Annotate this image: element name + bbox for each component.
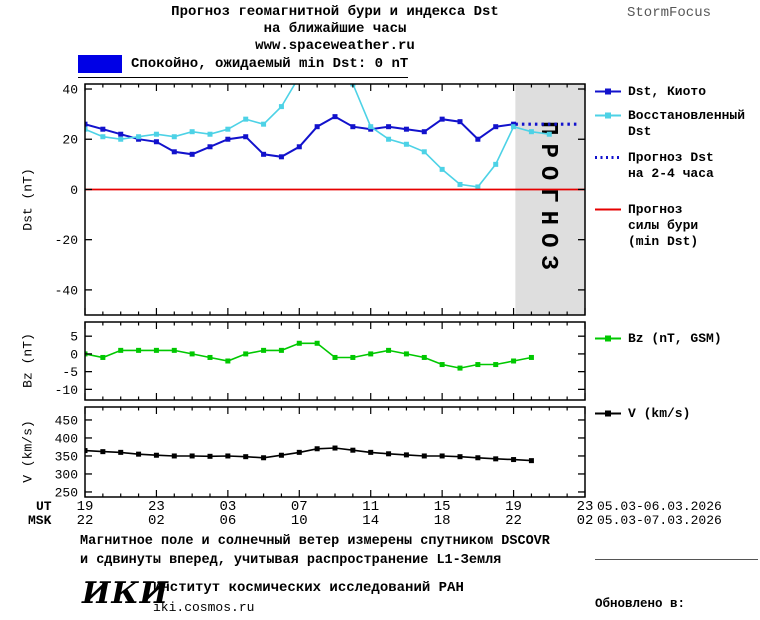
v-y-tick-label: 400 [55, 431, 78, 446]
ut-tick-label: 23 [148, 499, 165, 515]
legend-label: Bz (nT, GSM) [628, 331, 722, 346]
dst-y-tick-label: 20 [62, 133, 78, 148]
ut-tick-label: 19 [77, 499, 94, 515]
series-solar-wind-speed [85, 445, 534, 464]
forecast-region-label: ПРОГНОЗ [534, 121, 561, 278]
msk-tick-label: 02 [577, 513, 594, 529]
updated-heading: Обновлено в: [595, 597, 686, 611]
v-y-tick-label: 300 [55, 467, 78, 482]
dst-kyoto-swatch-icon [594, 85, 622, 103]
v-y-tick-label: 250 [55, 485, 78, 500]
title-block: Прогноз геомагнитной бури и индекса Dst … [85, 4, 585, 55]
series-dst-reconstructed [85, 84, 552, 190]
bz-y-tick-label: 5 [70, 330, 78, 345]
bz-y-tick-label: -10 [55, 383, 78, 398]
dst-y-tick-label: -20 [55, 233, 78, 248]
series-bz-gsm [85, 340, 534, 371]
legend-label: Прогноз Dst на 2-4 часа [628, 150, 714, 181]
status-banner: Спокойно, ожидаемый min Dst: 0 nT [78, 55, 409, 78]
footer-text-block: Институт космических исследований РАН ik… [153, 580, 464, 615]
dst-axis-label: Dst (nT) [20, 168, 36, 231]
site-url: www.spaceweather.ru [255, 38, 415, 54]
ut-tick-label: 03 [219, 499, 236, 515]
dst-y-tick-label: -40 [55, 283, 78, 298]
data-source-note: Магнитное поле и солнечный ветер измерен… [80, 532, 550, 570]
v-plot-frame [84, 406, 586, 498]
msk-date-range: 05.03-07.03.2026 [597, 513, 722, 528]
institute-url: iki.cosmos.ru [153, 600, 255, 615]
bz-y-tick-label: 0 [70, 347, 78, 362]
ut-date-range: 05.03-06.03.2026 [597, 499, 722, 514]
ut-tick-label: 19 [505, 499, 522, 515]
v-y-tick-label: 350 [55, 449, 78, 464]
dst-y-tick-label: 0 [70, 183, 78, 198]
page-subtitle: на ближайшие часы [263, 21, 407, 37]
legend-v: V (km/s) [594, 406, 690, 425]
legend-bz: Bz (nT, GSM) [594, 331, 722, 350]
v-axis-label: V (km/s) [20, 420, 36, 483]
forecast-region [515, 84, 585, 315]
dst-forecast-swatch-icon [594, 151, 622, 169]
page-title: Прогноз геомагнитной бури и индекса Dst [171, 4, 499, 20]
updated-block: Обновлено в: UT 19:05, 06.03.2026 MSK 22… [595, 559, 758, 620]
series-dst-kyoto [85, 114, 517, 160]
legend-dst-reconstructed: Восстановленный Dst [594, 108, 750, 140]
v-y-tick-label: 450 [55, 413, 78, 428]
dst-y-tick-label: 40 [62, 83, 78, 98]
msk-tick-label: 10 [291, 513, 308, 529]
legend-label: Прогноз силы бури (min Dst) [628, 202, 699, 249]
data-source-note-line2: и сдвинуты вперед, учитывая распростране… [80, 553, 502, 568]
iki-logo: ИКИ [82, 576, 169, 611]
dst-reconstructed-swatch-icon [594, 109, 622, 127]
legend-dst-forecast: Прогноз Dst на 2-4 часа [594, 150, 723, 182]
msk-tick-label: 18 [434, 513, 451, 529]
msk-tick-label: 14 [362, 513, 379, 529]
ut-tick-label: 23 [577, 499, 594, 515]
brand-label: StormFocus [627, 5, 712, 21]
bz-swatch-icon [594, 332, 622, 350]
v-swatch-icon [594, 407, 622, 425]
legend-label: Dst, Киото [628, 84, 707, 99]
legend-dst-kyoto: Dst, Киото [594, 84, 706, 103]
legend-label: Восстановленный Dst [628, 108, 746, 139]
ut-axis-header: UT [36, 499, 52, 514]
institute-name: Институт космических исследований РАН [153, 580, 464, 596]
data-source-note-line1: Магнитное поле и солнечный ветер измерен… [80, 534, 550, 549]
ut-tick-label: 11 [362, 499, 379, 515]
legend-storm-min: Прогноз силы бури (min Dst) [594, 202, 710, 250]
bz-y-tick-label: -5 [62, 365, 78, 380]
msk-tick-label: 02 [148, 513, 165, 529]
msk-tick-label: 22 [505, 513, 522, 529]
legend-label: V (km/s) [628, 406, 691, 421]
msk-tick-label: 22 [77, 513, 94, 529]
msk-tick-label: 06 [219, 513, 236, 529]
quiet-status-swatch [78, 55, 122, 73]
msk-axis-header: MSK [28, 513, 52, 528]
ut-tick-label: 07 [291, 499, 308, 515]
storm-min-swatch-icon [594, 203, 622, 221]
ut-tick-label: 15 [434, 499, 451, 515]
status-text: Спокойно, ожидаемый min Dst: 0 nT [131, 56, 409, 72]
